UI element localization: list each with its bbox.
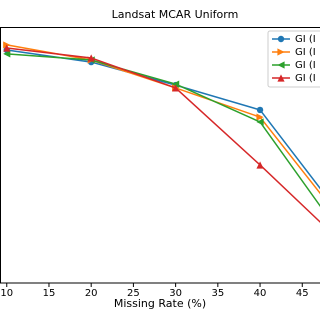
x-axis-label: Missing Rate (%) bbox=[114, 297, 206, 310]
marker bbox=[277, 74, 285, 82]
legend-label: GI (I bbox=[295, 47, 316, 58]
legend-label: GI (I bbox=[295, 60, 316, 71]
x-tick-label: 10 bbox=[0, 288, 13, 299]
marker bbox=[3, 50, 11, 58]
marker bbox=[277, 35, 285, 43]
x-tick-label: 45 bbox=[296, 288, 309, 299]
marker bbox=[277, 61, 285, 69]
x-tick-label: 30 bbox=[169, 288, 182, 299]
x-tick-label: 15 bbox=[43, 288, 56, 299]
x-tick-label: 20 bbox=[85, 288, 98, 299]
marker bbox=[172, 80, 180, 88]
marker bbox=[172, 84, 180, 92]
plot-frame bbox=[0, 27, 320, 284]
marker bbox=[277, 48, 285, 56]
legend-box bbox=[267, 30, 320, 88]
legend: GI (I GI (I GI (I GI (I bbox=[267, 30, 320, 88]
marker bbox=[3, 44, 11, 52]
marker bbox=[256, 118, 264, 126]
marker bbox=[256, 106, 264, 114]
x-tick-label: 25 bbox=[127, 288, 140, 299]
x-tick-label: 35 bbox=[211, 288, 224, 299]
marker bbox=[87, 54, 95, 62]
marker bbox=[256, 113, 264, 121]
legend-label: GI (I bbox=[295, 34, 316, 45]
legend-label: GI (I bbox=[295, 73, 316, 84]
chart-title: Landsat MCAR Uniform bbox=[112, 8, 239, 21]
x-tick-label: 40 bbox=[254, 288, 267, 299]
plot-area bbox=[3, 41, 320, 223]
marker bbox=[256, 161, 264, 169]
